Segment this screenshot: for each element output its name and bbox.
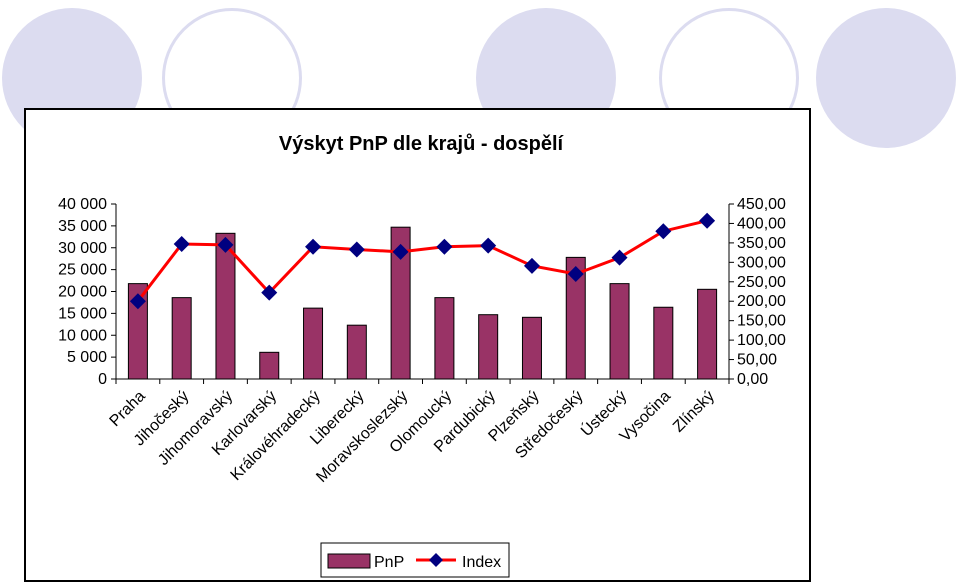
right-tick-label: 400,00 — [737, 215, 786, 232]
axes — [115, 204, 730, 384]
index-line — [136, 219, 708, 303]
bar-pnp — [609, 283, 630, 380]
index-marker — [173, 236, 190, 253]
right-tick-label: 100,00 — [737, 332, 786, 349]
decor-circle-5 — [816, 8, 956, 148]
left-tick-label: 30 000 — [58, 240, 107, 257]
left-tick-label: 5 000 — [67, 349, 107, 366]
index-marker — [655, 223, 672, 240]
bar-pnp — [171, 297, 192, 380]
index-marker — [217, 236, 234, 253]
index-marker — [392, 243, 409, 260]
left-tick-label: 40 000 — [58, 196, 107, 213]
index-marker — [523, 257, 540, 274]
index-marker — [480, 237, 497, 254]
left-tick-label: 35 000 — [58, 218, 107, 235]
index-marker — [699, 212, 716, 229]
line-series — [129, 212, 716, 310]
category-label: Praha — [107, 388, 149, 430]
index-marker — [611, 249, 628, 266]
left-tick-label: 20 000 — [58, 284, 107, 301]
category-labels: PrahaJihočeskýJihomoravskýKarlovarskýKrá… — [107, 386, 718, 486]
left-tick-label: 25 000 — [58, 262, 107, 279]
bar-series — [127, 226, 718, 380]
right-tick-label: 250,00 — [737, 274, 786, 291]
right-tick-label: 350,00 — [737, 235, 786, 252]
index-marker — [305, 238, 322, 255]
left-tick-label: 15 000 — [58, 305, 107, 322]
bar-pnp — [303, 307, 324, 380]
right-axis-ticks: 0,00 50,00 100,00 150,00 200,00 250,00 300,00 3… — [729, 196, 786, 388]
chart-svg: Výskyt PnP dle krajů - dospělí 0 5 000 10 … — [58, 133, 786, 578]
chart-frame: Výskyt PnP dle krajů - dospělí 0 5 000 10 … — [24, 108, 811, 582]
bar-pnp — [346, 324, 367, 380]
index-marker — [261, 284, 278, 301]
left-axis-ticks: 0 5 000 10 000 15 000 20 000 25 000 30 000 35 0… — [58, 196, 116, 388]
bar-pnp — [697, 288, 718, 380]
right-tick-label: 150,00 — [737, 313, 786, 330]
legend-index-label: Index — [462, 554, 501, 571]
index-marker — [348, 241, 365, 258]
bar-pnp — [434, 297, 455, 380]
right-tick-label: 0,00 — [737, 371, 768, 388]
bar-pnp — [127, 283, 148, 380]
right-tick-label: 200,00 — [737, 293, 786, 310]
legend: PnP Index — [320, 542, 510, 578]
legend-pnp-swatch — [327, 553, 371, 569]
left-tick-label: 10 000 — [58, 327, 107, 344]
bar-pnp — [390, 226, 411, 380]
index-marker — [436, 238, 453, 255]
bar-pnp — [478, 314, 499, 380]
bar-pnp — [565, 256, 586, 380]
right-tick-label: 50,00 — [737, 352, 777, 369]
left-tick-label: 0 — [98, 371, 107, 388]
right-tick-label: 300,00 — [737, 254, 786, 271]
right-tick-label: 450,00 — [737, 196, 786, 213]
index-marker — [129, 293, 146, 310]
bar-pnp — [259, 351, 280, 380]
index-marker — [567, 266, 584, 282]
bar-pnp — [215, 232, 236, 380]
chart-title: Výskyt PnP dle krajů - dospělí — [279, 133, 565, 155]
bar-pnp — [521, 316, 542, 380]
category-label: Zlínský — [670, 388, 718, 436]
legend-pnp-label: PnP — [374, 554, 404, 571]
bar-pnp — [653, 306, 674, 380]
legend-index-marker — [429, 553, 443, 567]
